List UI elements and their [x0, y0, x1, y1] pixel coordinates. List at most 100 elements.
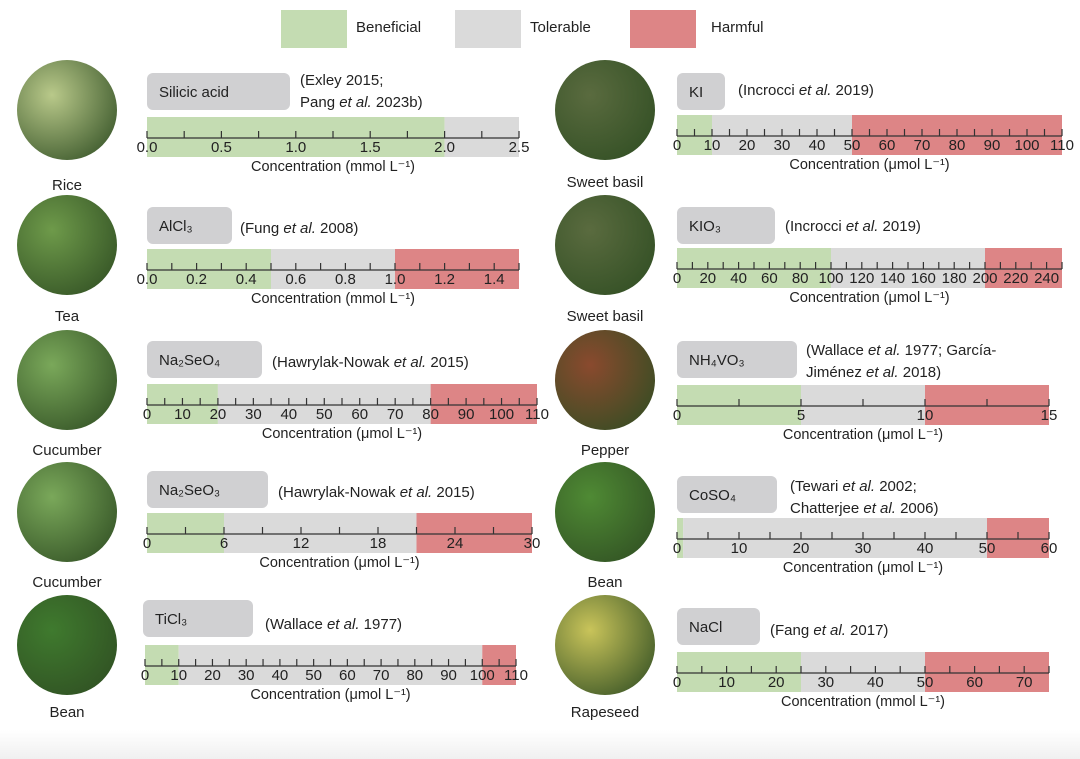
x-axis-title: Concentration (μmol L⁻¹) — [250, 687, 411, 703]
x-tick-label: 40 — [271, 667, 289, 684]
x-tick-label: 0.8 — [334, 271, 356, 288]
plant-label: Bean — [587, 574, 623, 591]
x-axis-title: Concentration (μmol L⁻¹) — [782, 427, 944, 443]
x-tick-label: 10 — [174, 406, 191, 423]
legend-swatch-harmful — [630, 10, 696, 48]
plant-label: Tea — [54, 308, 80, 325]
x-tick-label: 0.0 — [136, 139, 158, 156]
x-tick-label: 0 — [672, 137, 682, 154]
x-tick-label: 30 — [237, 667, 255, 684]
x-tick-label: 60 — [339, 667, 356, 684]
x-tick-label: 40 — [730, 270, 747, 287]
plant-label: Rice — [51, 177, 82, 194]
compound-label: Silicic acid — [147, 73, 290, 110]
x-tick-label: 140 — [880, 270, 906, 287]
x-tick-label: 0.0 — [136, 271, 158, 288]
harmful-range-bar — [395, 249, 519, 289]
x-tick-label: 1.4 — [483, 271, 505, 288]
citation: (Fung et al. 2008) — [240, 220, 359, 237]
citation: (Hawrylak-Nowak et al. 2015) — [278, 484, 475, 501]
x-tick-label: 160 — [910, 270, 936, 287]
x-tick-label: 1.0 — [384, 271, 406, 288]
plant-label: Cucumber — [32, 574, 102, 591]
harmful-range-bar — [925, 652, 1049, 692]
x-tick-label: 60 — [761, 270, 778, 287]
x-tick-label: 20 — [792, 540, 810, 557]
legend-swatch-beneficial — [281, 10, 347, 48]
legend-label-harmful: Harmful — [711, 19, 764, 36]
x-tick-label: 1.5 — [359, 139, 381, 156]
x-tick-label: 110 — [504, 667, 528, 684]
x-tick-label: 24 — [446, 535, 464, 552]
x-tick-label: 18 — [369, 535, 387, 552]
citation: (Hawrylak-Nowak et al. 2015) — [272, 354, 469, 371]
x-tick-label: 110 — [525, 406, 549, 423]
citation: (Fang et al. 2017) — [770, 622, 889, 639]
x-axis-title: Concentration (mmol L⁻¹) — [251, 291, 415, 307]
x-tick-label: 120 — [849, 270, 875, 287]
legend-swatch-tolerable — [455, 10, 521, 48]
range-bar-chart — [676, 518, 1050, 558]
citation: (Incrocci et al. 2019) — [738, 82, 874, 99]
x-tick-label: 80 — [406, 667, 424, 684]
x-axis-title: Concentration (μmol L⁻¹) — [261, 426, 423, 442]
x-tick-label: 0.2 — [186, 271, 208, 288]
x-tick-label: 20 — [738, 137, 756, 154]
compound-label: KI — [677, 73, 725, 110]
x-tick-label: 40 — [916, 540, 934, 557]
x-tick-label: 40 — [808, 137, 826, 154]
compound-label: Na₂SeO₄ — [147, 341, 262, 378]
x-axis-title: Concentration (mmol L⁻¹) — [251, 159, 415, 175]
x-tick-label: 70 — [913, 137, 931, 154]
x-tick-label: 60 — [878, 137, 896, 154]
citation: (Tewari et al. 2002; Chatterjee et al. 2… — [790, 478, 939, 517]
citation: (Wallace et al. 1977; García- Jiménez et… — [806, 342, 997, 381]
x-tick-label: 50 — [916, 674, 934, 691]
plant-photo — [17, 330, 117, 430]
plant-label: Bean — [49, 704, 85, 721]
x-tick-label: 90 — [983, 137, 1001, 154]
tolerable-range-bar — [683, 518, 987, 558]
compound-label: TiCl₃ — [143, 600, 253, 637]
range-bar-chart — [676, 385, 1050, 425]
x-tick-label: 80 — [422, 406, 439, 423]
plant-photo — [555, 60, 655, 160]
x-axis-title: Concentration (μmol L⁻¹) — [789, 290, 950, 306]
x-tick-label: 60 — [351, 406, 369, 423]
x-tick-label: 20 — [204, 667, 221, 684]
x-tick-label: 20 — [699, 270, 717, 287]
x-tick-label: 30 — [817, 674, 835, 691]
x-tick-label: 180 — [941, 270, 967, 287]
x-tick-label: 100 — [818, 270, 844, 287]
x-tick-label: 90 — [457, 406, 475, 423]
range-bar-chart — [676, 115, 1063, 155]
x-tick-label: 2.0 — [434, 139, 456, 156]
x-tick-label: 12 — [292, 535, 310, 552]
x-axis-title: Concentration (mmol L⁻¹) — [781, 694, 945, 710]
x-tick-label: 240 — [1034, 270, 1060, 287]
harmful-range-bar — [985, 248, 1062, 288]
x-tick-label: 90 — [440, 667, 457, 684]
citation: (Wallace et al. 1977) — [265, 616, 403, 633]
tolerable-range-bar — [224, 513, 417, 553]
x-tick-label: 10 — [703, 137, 721, 154]
compound-label: AlCl₃ — [147, 207, 232, 244]
compound-label: NH₄VO₃ — [677, 341, 797, 378]
x-tick-label: 0.5 — [210, 139, 232, 156]
x-tick-label: 0 — [672, 270, 682, 287]
compound-label: CoSO₄ — [677, 476, 777, 513]
plant-label: Sweet basil — [566, 174, 644, 191]
x-tick-label: 10 — [718, 674, 735, 691]
range-bar-chart — [146, 249, 520, 289]
x-tick-label: 30 — [773, 137, 791, 154]
range-bar-chart — [146, 384, 538, 424]
x-tick-label: 0 — [672, 540, 682, 557]
beneficial-range-bar — [677, 518, 684, 558]
harmful-range-bar — [416, 513, 532, 553]
x-tick-label: 10 — [730, 540, 748, 557]
x-tick-label: 70 — [386, 406, 404, 423]
citation: (Incrocci et al. 2019) — [785, 218, 921, 235]
x-tick-label: 10 — [170, 667, 188, 684]
x-tick-label: 80 — [791, 270, 809, 287]
range-bar-chart — [676, 248, 1063, 288]
